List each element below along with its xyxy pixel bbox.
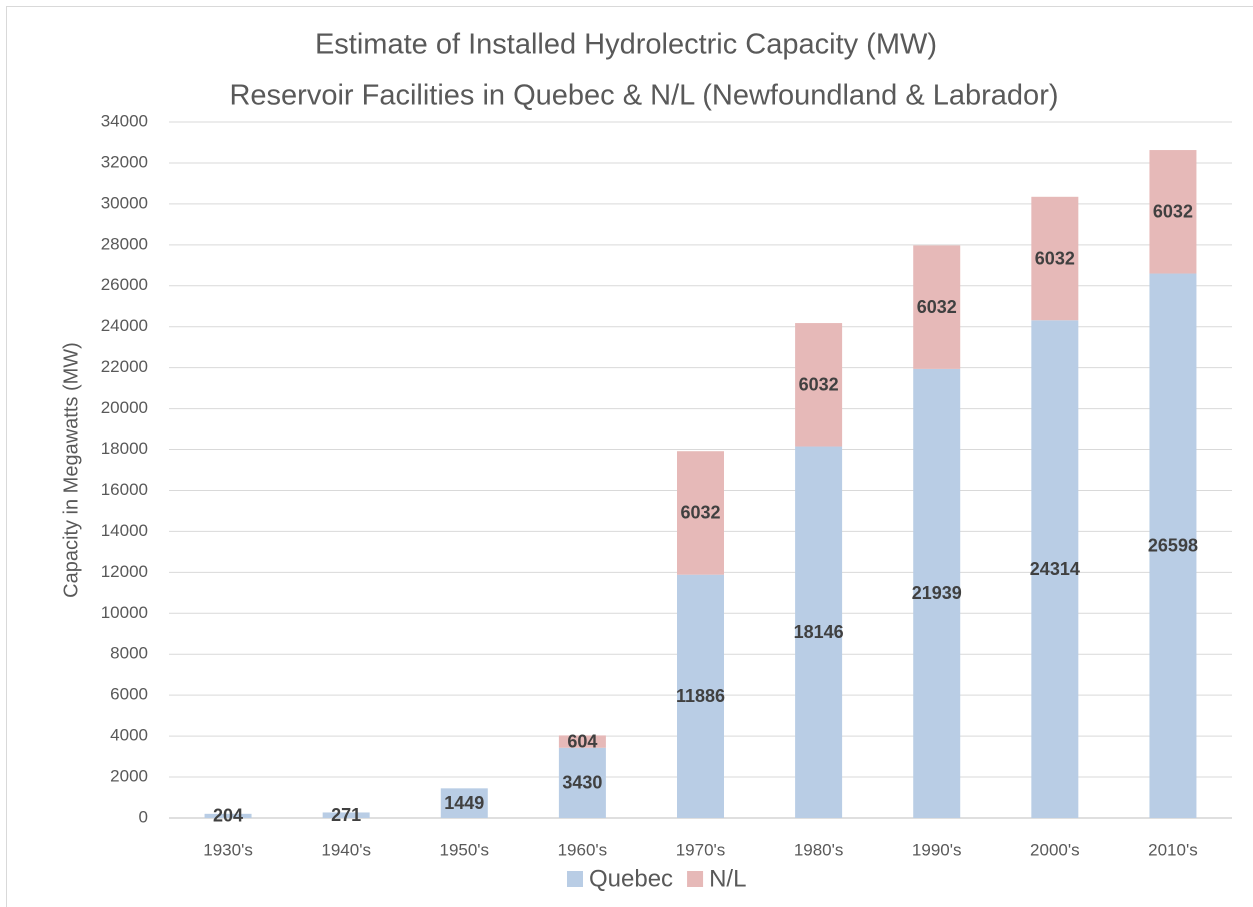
y-tick-label: 18000 [101, 439, 148, 458]
y-tick-label: 28000 [101, 234, 148, 253]
y-tick-label: 14000 [101, 521, 148, 540]
chart-title: Estimate of Installed Hydrolectric Capac… [315, 29, 937, 61]
y-axis-label: Capacity in Megawatts (MW) [60, 342, 82, 598]
legend-swatch [567, 871, 583, 887]
bar-segment [1031, 320, 1079, 818]
data-label: 204 [213, 806, 243, 826]
y-tick-label: 2000 [110, 767, 148, 786]
x-tick-label: 1940's [321, 840, 371, 859]
y-tick-label: 32000 [101, 152, 148, 171]
x-tick-label: 2000's [1030, 840, 1080, 859]
legend-label: N/L [709, 865, 746, 892]
data-label: 6032 [799, 375, 839, 395]
bar-segment [795, 323, 843, 447]
bar-segment [677, 574, 724, 818]
bar-segment [795, 446, 843, 818]
bar-segment [913, 245, 961, 369]
y-tick-label: 12000 [101, 562, 148, 581]
data-label: 18146 [794, 622, 844, 642]
y-tick-label: 34000 [101, 111, 148, 130]
legend-swatch [687, 871, 704, 887]
x-tick-label: 1930's [203, 840, 253, 859]
x-tick-label: 1960's [558, 840, 608, 859]
data-label: 6032 [680, 503, 720, 523]
data-label: 6032 [1035, 248, 1075, 268]
bar-segment [677, 451, 724, 575]
x-tick-label: 1950's [439, 840, 489, 859]
data-label: 21939 [912, 583, 962, 603]
y-tick-label: 6000 [110, 685, 148, 704]
data-label: 24314 [1030, 559, 1080, 579]
bar-segment [322, 812, 370, 818]
data-label: 11886 [676, 686, 725, 706]
bar-segment [1149, 150, 1197, 274]
y-tick-label: 4000 [110, 726, 148, 745]
x-tick-label: 1980's [794, 840, 844, 859]
data-label: 26598 [1148, 536, 1198, 556]
y-tick-label: 26000 [101, 275, 148, 294]
y-tick-label: 20000 [101, 398, 148, 417]
x-tick-label: 2010's [1148, 840, 1198, 859]
chart-border [6, 6, 1253, 907]
bar-segment [440, 788, 488, 818]
bar-segment [913, 368, 961, 818]
y-tick-label: 10000 [101, 603, 148, 622]
data-label: 1449 [444, 793, 484, 813]
bar-segment [558, 735, 606, 748]
y-tick-label: 22000 [101, 357, 148, 376]
y-tick-label: 30000 [101, 193, 148, 212]
data-label: 6032 [917, 297, 957, 317]
y-tick-label: 16000 [101, 480, 148, 499]
y-tick-label: 0 [139, 807, 148, 826]
x-tick-label: 1990's [912, 840, 962, 859]
data-label: 604 [567, 731, 597, 751]
bar-segment [1149, 273, 1197, 818]
data-label: 6032 [1153, 202, 1193, 222]
bar-segment [558, 747, 606, 818]
x-tick-label: 1970's [676, 840, 726, 859]
y-tick-label: 8000 [110, 644, 148, 663]
chart-subtitle: Reservoir Facilities in Quebec & N/L (Ne… [229, 80, 1058, 112]
bar-segment [204, 813, 252, 818]
bar-segment [1031, 196, 1079, 321]
legend-label: Quebec [589, 865, 673, 892]
y-tick-label: 24000 [101, 316, 148, 335]
data-label: 3430 [562, 773, 602, 793]
data-label: 271 [331, 805, 361, 825]
